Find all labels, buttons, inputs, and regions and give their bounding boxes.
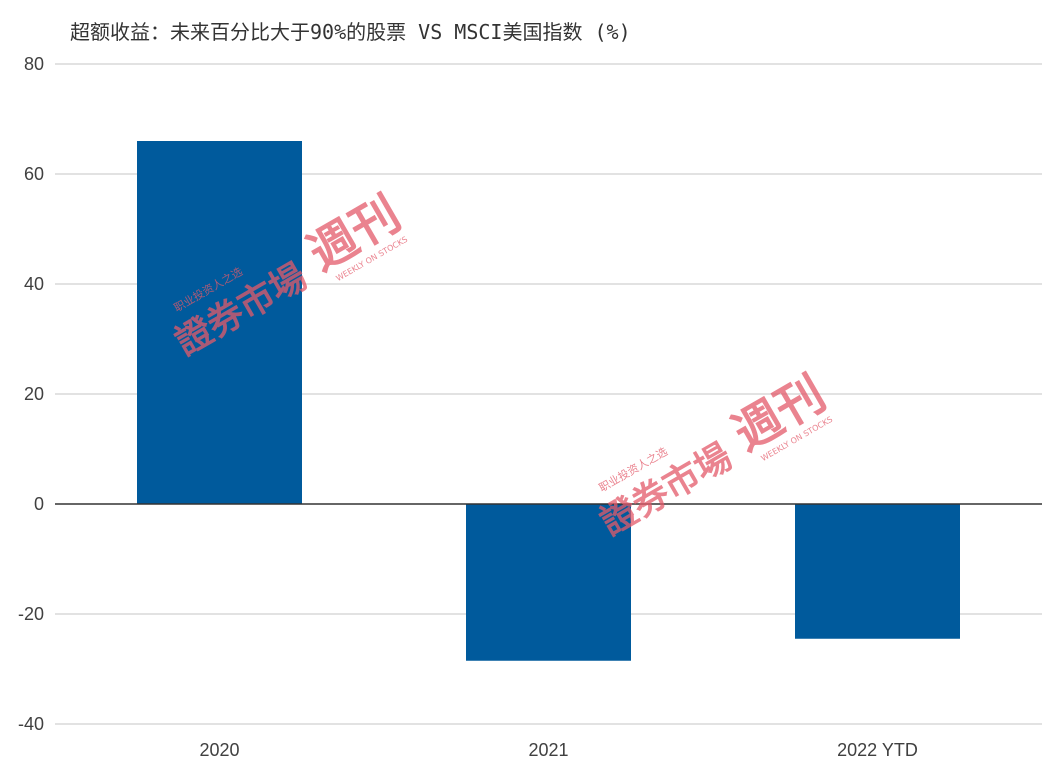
bar-2020 — [137, 141, 302, 504]
x-tick-label: 2020 — [199, 740, 239, 760]
x-tick-label: 2021 — [528, 740, 568, 760]
y-tick-label: -20 — [18, 604, 44, 624]
x-axis-ticks: 2020 2021 2022 YTD — [199, 740, 917, 760]
bar-2021 — [466, 504, 631, 661]
chart-title: 超额收益：未来百分比大于90%的股票 VS MSCI美国指数 (%) — [70, 20, 631, 44]
y-tick-label: 0 — [34, 494, 44, 514]
y-tick-label: 80 — [24, 54, 44, 74]
y-tick-label: 40 — [24, 274, 44, 294]
bar-2022-ytd — [795, 504, 960, 639]
y-tick-label: 60 — [24, 164, 44, 184]
x-tick-label: 2022 YTD — [837, 740, 918, 760]
y-tick-label: 20 — [24, 384, 44, 404]
y-tick-label: -40 — [18, 714, 44, 734]
bars — [137, 141, 960, 661]
y-axis-ticks: 80 60 40 20 0 -20 -40 — [18, 54, 44, 734]
